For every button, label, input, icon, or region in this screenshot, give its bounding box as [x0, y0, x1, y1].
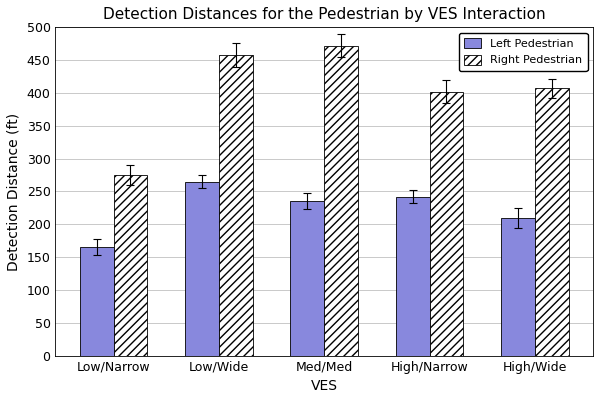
- X-axis label: VES: VES: [311, 379, 338, 393]
- Bar: [501, 218, 535, 356]
- Bar: [290, 201, 324, 356]
- Title: Detection Distances for the Pedestrian by VES Interaction: Detection Distances for the Pedestrian b…: [103, 7, 545, 22]
- Bar: [113, 175, 147, 356]
- Bar: [80, 247, 113, 356]
- Bar: [396, 197, 430, 356]
- Bar: [430, 92, 463, 356]
- Bar: [219, 55, 253, 356]
- Bar: [535, 88, 569, 356]
- Legend: Left Pedestrian, Right Pedestrian: Left Pedestrian, Right Pedestrian: [459, 33, 587, 71]
- Y-axis label: Detection Distance (ft): Detection Distance (ft): [7, 112, 21, 270]
- Bar: [185, 182, 219, 356]
- Bar: [324, 46, 358, 356]
